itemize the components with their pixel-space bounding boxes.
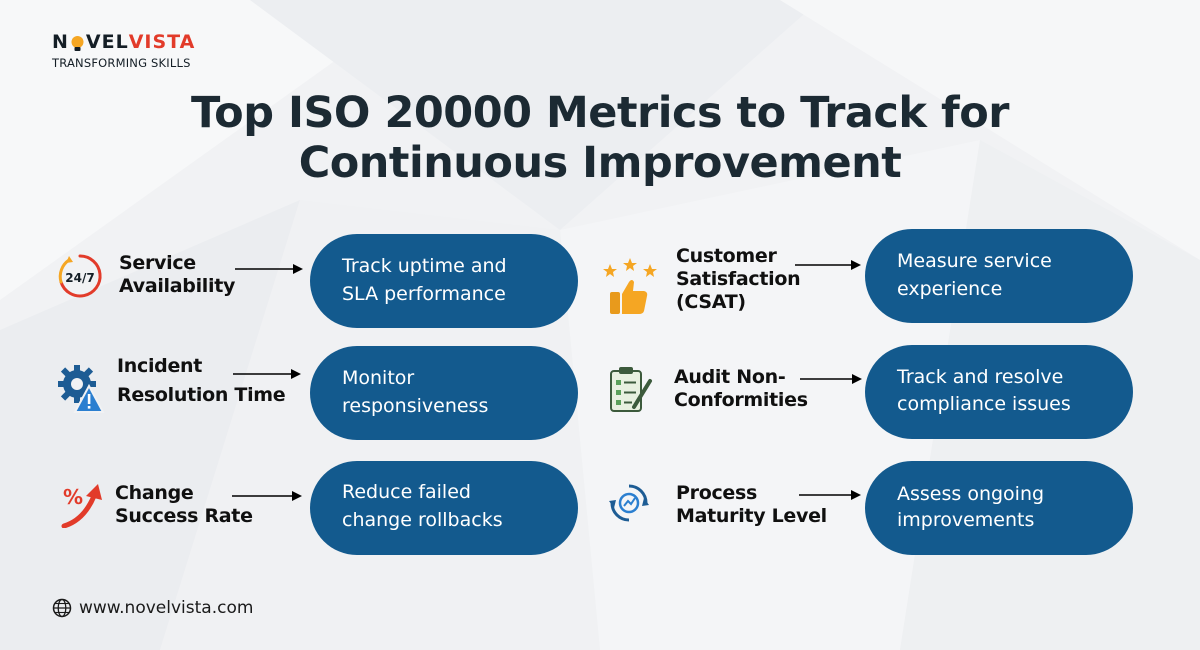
metric-label-audit-nonconformities: Audit Non- Conformities	[674, 366, 808, 412]
desc-line: change rollbacks	[342, 509, 503, 531]
process-cycle-icon	[609, 484, 649, 522]
logo-wordmark: N VEL VISTA	[52, 30, 195, 54]
percent-up-arrow-icon: %	[61, 484, 102, 528]
logo-letters-vel: VEL	[85, 31, 129, 53]
label-line: Change	[115, 482, 194, 504]
brand-logo: N VEL VISTA TRANSFORMING SKILLS	[52, 30, 195, 70]
label-line: Service	[119, 252, 196, 274]
desc-line: Monitor	[342, 367, 415, 389]
desc-line: Track uptime and	[342, 255, 507, 277]
desc-line: improvements	[897, 509, 1035, 531]
label-line: Resolution Time	[117, 384, 286, 406]
desc-line: Measure service	[897, 250, 1052, 272]
logo-letters-vista: VISTA	[128, 31, 196, 53]
svg-text:24/7: 24/7	[65, 271, 94, 285]
arrow-right-icon	[799, 490, 861, 500]
bulb-icon	[70, 34, 85, 51]
label-line: Maturity Level	[676, 505, 827, 527]
metric-desc-service-availability: Track uptime and SLA performance	[310, 234, 578, 328]
label-line: (CSAT)	[676, 291, 746, 313]
metric-label-change-success: Change Success Rate	[115, 482, 253, 528]
clock-24-7-icon: 24/7	[58, 254, 102, 298]
desc-line: Reduce failed	[342, 481, 471, 503]
metric-label-customer-satisfaction: Customer Satisfaction (CSAT)	[676, 245, 801, 314]
arrow-right-icon	[235, 264, 303, 274]
logo-letter-n: N	[52, 31, 69, 53]
desc-line: Track and resolve	[897, 366, 1064, 388]
label-line: Process	[676, 482, 758, 504]
arrow-right-icon	[233, 369, 301, 379]
gear-warning-icon	[58, 365, 105, 413]
thumbs-up-stars-icon	[603, 258, 657, 314]
title-line-1: Top ISO 20000 Metrics to Track for	[191, 88, 1009, 138]
metric-label-incident-resolution: Incident Resolution Time	[117, 355, 286, 407]
desc-line: responsiveness	[342, 395, 489, 417]
page-title: Top ISO 20000 Metrics to Track for Conti…	[0, 88, 1200, 188]
label-line: Success Rate	[115, 505, 253, 527]
desc-line: SLA performance	[342, 283, 506, 305]
arrow-right-icon	[800, 374, 862, 384]
desc-line: compliance issues	[897, 393, 1071, 415]
metric-desc-audit-nonconformities: Track and resolve compliance issues	[865, 345, 1133, 439]
globe-icon	[52, 598, 72, 618]
label-line: Availability	[119, 275, 236, 297]
label-line: Incident	[117, 355, 203, 377]
title-line-2: Continuous Improvement	[298, 138, 902, 188]
metric-desc-process-maturity: Assess ongoing improvements	[865, 461, 1133, 555]
desc-line: Assess ongoing	[897, 483, 1045, 505]
audit-checklist-icon	[610, 367, 652, 412]
footer-website[interactable]: www.novelvista.com	[52, 598, 253, 618]
logo-tagline: TRANSFORMING SKILLS	[52, 56, 191, 70]
metric-label-process-maturity: Process Maturity Level	[676, 482, 827, 528]
arrow-right-icon	[795, 260, 861, 270]
metric-desc-incident-resolution: Monitor responsiveness	[310, 346, 578, 440]
metric-desc-customer-satisfaction: Measure service experience	[865, 229, 1133, 323]
label-line: Audit Non-	[674, 366, 786, 388]
desc-line: experience	[897, 278, 1003, 300]
svg-text:%: %	[63, 485, 83, 509]
arrow-right-icon	[232, 491, 302, 501]
metric-desc-change-success: Reduce failed change rollbacks	[310, 461, 578, 555]
label-line: Satisfaction	[676, 268, 801, 290]
label-line: Customer	[676, 245, 777, 267]
website-url[interactable]: www.novelvista.com	[79, 598, 254, 618]
metric-label-service-availability: Service Availability	[119, 252, 235, 298]
label-line: Conformities	[674, 389, 808, 411]
